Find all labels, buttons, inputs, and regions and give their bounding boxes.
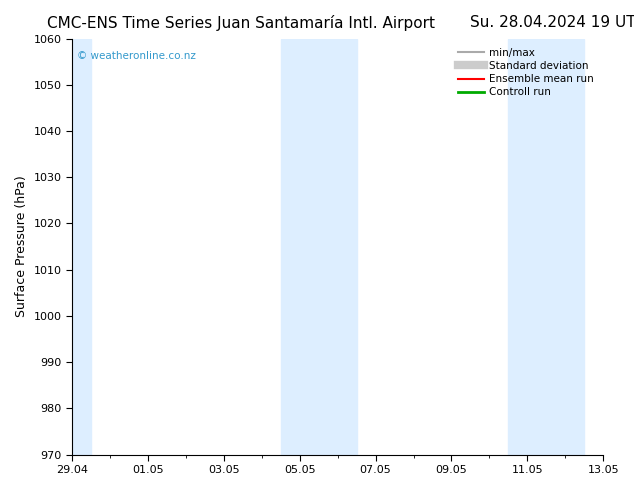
Bar bbox=[508, 39, 584, 455]
Text: Su. 28.04.2024 19 UTC: Su. 28.04.2024 19 UTC bbox=[470, 15, 634, 30]
Bar bbox=[72, 39, 91, 455]
Text: © weatheronline.co.nz: © weatheronline.co.nz bbox=[77, 51, 197, 61]
Legend: min/max, Standard deviation, Ensemble mean run, Controll run: min/max, Standard deviation, Ensemble me… bbox=[454, 44, 598, 101]
Y-axis label: Surface Pressure (hPa): Surface Pressure (hPa) bbox=[15, 176, 28, 318]
Bar bbox=[281, 39, 356, 455]
Text: CMC-ENS Time Series Juan Santamaría Intl. Airport: CMC-ENS Time Series Juan Santamaría Intl… bbox=[47, 15, 435, 31]
